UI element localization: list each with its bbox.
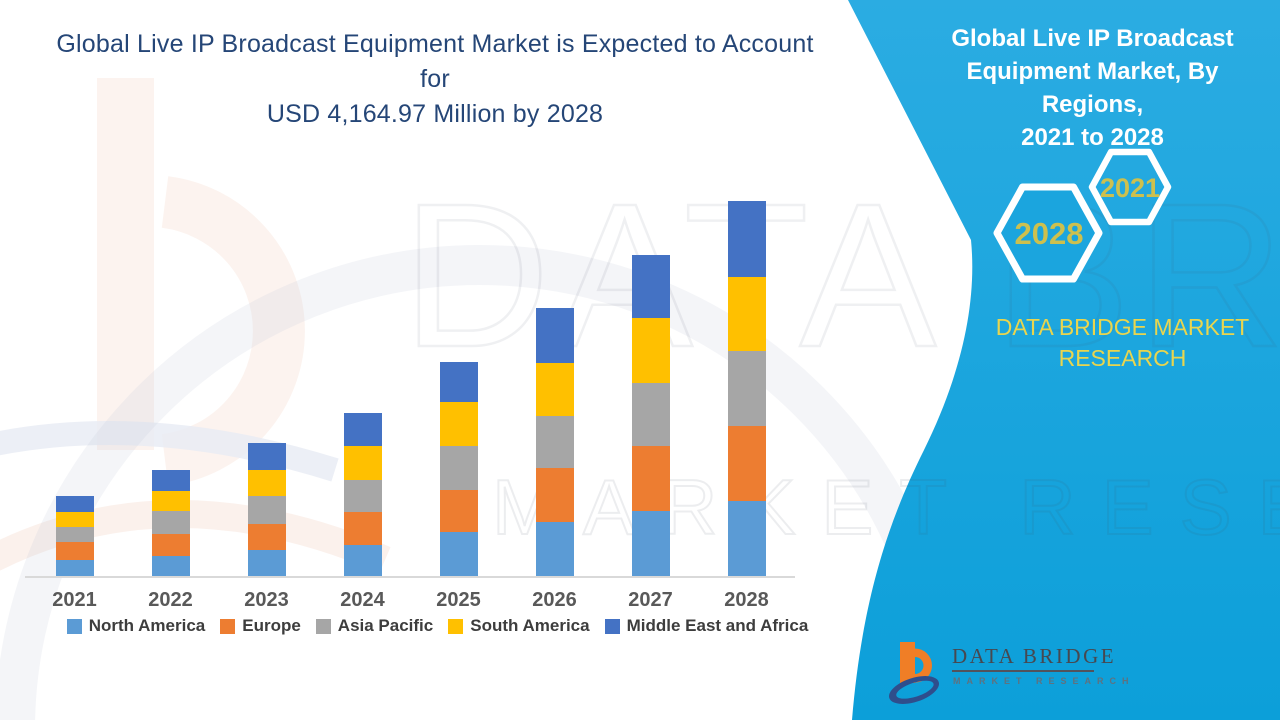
bar-segment-2026-asia-pacific <box>535 415 574 469</box>
bar-segment-2027-north-america <box>631 511 670 576</box>
bar-segment-2022-middle-east-and-africa <box>151 470 190 492</box>
legend-label: Asia Pacific <box>337 616 434 635</box>
bar-segment-2023-middle-east-and-africa <box>247 443 286 471</box>
bar-segment-2023-europe <box>247 523 286 550</box>
bar-segment-2024-europe <box>343 512 382 545</box>
chart-legend: North America Europe Asia Pacific South Ame… <box>0 616 875 636</box>
bar-segment-2026-europe <box>535 468 574 522</box>
legend-swatch-icon <box>315 618 331 634</box>
side-panel-title-line2: Equipment Market, By Regions, <box>966 58 1219 118</box>
legend-item-europe: Europe <box>220 616 301 636</box>
bar-segment-2024-asia-pacific <box>343 479 382 513</box>
legend-swatch-icon <box>66 618 82 634</box>
x-axis-label-2025: 2025 <box>436 589 481 611</box>
bar-2023 <box>247 443 286 576</box>
legend-swatch-icon <box>448 618 464 634</box>
bar-segment-2025-north-america <box>439 532 478 576</box>
side-panel-title: Global Live IP Broadcast Equipment Marke… <box>925 22 1260 154</box>
bar-segment-2021-south-america <box>55 512 94 527</box>
hexagon-year-2028: 2028 <box>1014 216 1084 251</box>
bar-segment-2027-asia-pacific <box>631 382 670 446</box>
side-panel-brand-line2: RESEARCH <box>1058 345 1187 371</box>
side-panel-brand-line1: DATA BRIDGE MARKET <box>995 314 1250 340</box>
side-panel-brand-text: DATA BRIDGE MARKET RESEARCH <box>960 312 1280 374</box>
bar-segment-2028-north-america <box>727 501 766 576</box>
bar-segment-2026-south-america <box>535 362 574 416</box>
bar-segment-2027-europe <box>631 446 670 511</box>
x-axis-label-2022: 2022 <box>148 589 193 611</box>
bar-segment-2022-south-america <box>151 491 190 512</box>
hexagon-2021 <box>1088 148 1172 226</box>
bar-segment-2021-north-america <box>55 560 94 576</box>
legend-swatch-icon <box>220 618 236 634</box>
bar-segment-2024-north-america <box>343 544 382 576</box>
x-axis-label-2021: 2021 <box>52 589 97 611</box>
legend-label: Europe <box>242 616 301 635</box>
bar-segment-2025-europe <box>439 490 478 532</box>
hexagon-2028 <box>993 183 1103 283</box>
bar-segment-2023-south-america <box>247 470 286 497</box>
legend-swatch-icon <box>604 618 620 634</box>
x-axis-label-2027: 2027 <box>628 589 673 611</box>
legend-label: South America <box>470 616 590 635</box>
legend-item-middle-east-and-africa: Middle East and Africa <box>604 616 809 636</box>
bar-2028 <box>727 201 766 576</box>
bar-2026 <box>535 307 574 576</box>
x-axis-label-2026: 2026 <box>532 589 577 611</box>
x-axis-labels: 2021 2022 2023 2024 2025 2026 2027 2028 <box>25 589 795 615</box>
bar-2021 <box>55 496 94 576</box>
bar-segment-2021-asia-pacific <box>55 527 94 542</box>
legend-item-asia-pacific: Asia Pacific <box>315 616 434 636</box>
bar-segment-2025-middle-east-and-africa <box>439 362 478 402</box>
bar-segment-2022-europe <box>151 533 190 556</box>
bar-segment-2023-north-america <box>247 549 286 576</box>
legend-label: Middle East and Africa <box>626 616 809 635</box>
bar-segment-2026-middle-east-and-africa <box>535 307 574 363</box>
chart-title-line2: USD 4,164.97 Million by 2028 <box>266 100 604 128</box>
chart-title-line1: Global Live IP Broadcast Equipment Marke… <box>56 30 814 93</box>
hexagon-year-2021: 2021 <box>1099 173 1161 203</box>
bar-2022 <box>151 470 190 576</box>
bar-chart-plot <box>25 190 795 578</box>
footer-logo-divider <box>952 670 1094 672</box>
bar-segment-2028-middle-east-and-africa <box>727 201 766 277</box>
bar-segment-2026-north-america <box>535 522 574 576</box>
chart-title: Global Live IP Broadcast Equipment Marke… <box>40 27 830 132</box>
side-panel-title-line3: 2021 to 2028 <box>1021 124 1164 151</box>
bar-segment-2023-asia-pacific <box>247 496 286 524</box>
side-panel-title-line1: Global Live IP Broadcast <box>951 25 1234 52</box>
bar-segment-2021-middle-east-and-africa <box>55 496 94 512</box>
legend-label: North America <box>88 616 206 635</box>
bar-segment-2021-europe <box>55 542 94 560</box>
bar-segment-2027-middle-east-and-africa <box>631 255 670 319</box>
bar-segment-2022-north-america <box>151 556 190 576</box>
bar-segment-2024-south-america <box>343 446 382 480</box>
bar-segment-2028-europe <box>727 426 766 501</box>
bar-2025 <box>439 362 478 576</box>
bar-segment-2024-middle-east-and-africa <box>343 413 382 447</box>
x-axis-label-2023: 2023 <box>244 589 289 611</box>
bar-segment-2025-south-america <box>439 402 478 446</box>
x-axis-label-2028: 2028 <box>724 589 769 611</box>
footer-logo-subtitle: MARKET RESEARCH <box>953 676 1135 686</box>
legend-item-south-america: South America <box>448 616 590 636</box>
bar-2027 <box>631 255 670 576</box>
legend-item-north-america: North America <box>66 616 206 636</box>
bar-2024 <box>343 413 382 576</box>
x-axis-label-2024: 2024 <box>340 589 385 611</box>
bar-segment-2027-south-america <box>631 318 670 383</box>
dbmr-logo-icon <box>889 642 939 704</box>
bar-segment-2028-south-america <box>727 276 766 351</box>
footer-logo-name: DATA BRIDGE <box>952 644 1117 668</box>
bar-segment-2022-asia-pacific <box>151 511 190 534</box>
bar-segment-2028-asia-pacific <box>727 351 766 426</box>
bar-segment-2025-asia-pacific <box>439 446 478 490</box>
year-hexagons <box>993 148 1172 283</box>
